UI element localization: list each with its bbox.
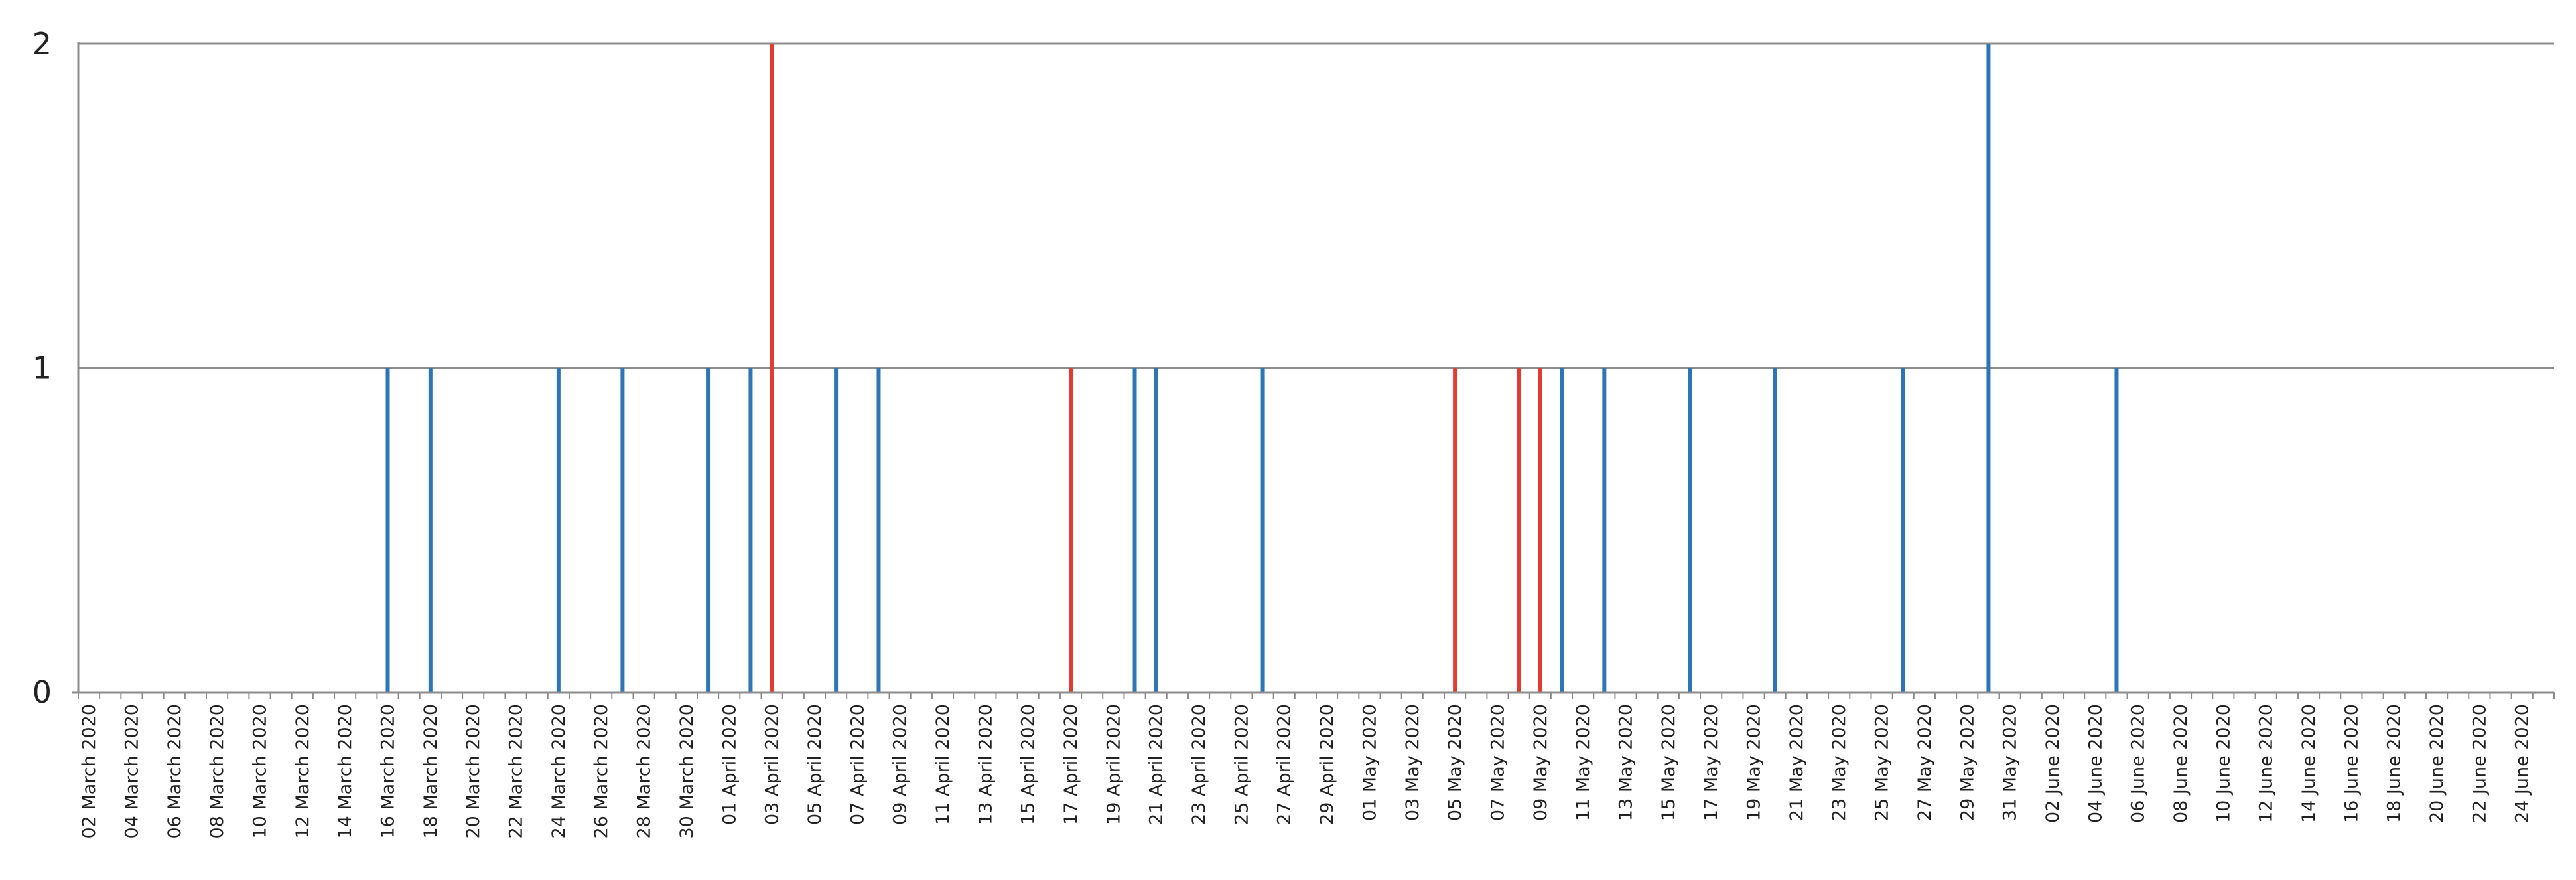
x-tick-label: 26 March 2020 — [591, 704, 612, 839]
x-tick-label: 15 May 2020 — [1659, 704, 1679, 821]
y-tick-label: 1 — [33, 350, 52, 386]
x-tick-label: 08 March 2020 — [207, 704, 228, 839]
x-tick-label: 01 April 2020 — [719, 704, 740, 825]
x-tick-label: 10 March 2020 — [249, 704, 270, 839]
y-tick-labels: 0 1 2 — [33, 26, 52, 710]
gridlines — [78, 42, 2554, 369]
x-tick-label: 21 May 2020 — [1787, 704, 1807, 821]
x-tick-label: 06 March 2020 — [165, 704, 185, 839]
x-tick-label: 13 April 2020 — [975, 704, 996, 825]
x-tick-label: 04 June 2020 — [2085, 704, 2106, 823]
x-tick-label: 17 May 2020 — [1701, 704, 1722, 821]
x-tick-label: 07 May 2020 — [1487, 704, 1508, 821]
x-tick-label: 23 May 2020 — [1829, 704, 1850, 821]
x-tick-label: 27 May 2020 — [1915, 704, 1935, 821]
y-tick-label: 0 — [33, 674, 52, 710]
x-tick-label: 12 March 2020 — [293, 704, 313, 839]
x-tick-label: 29 April 2020 — [1317, 704, 1337, 825]
x-tick-label: 09 May 2020 — [1530, 704, 1551, 821]
x-tick-label: 22 March 2020 — [506, 704, 527, 839]
x-tick-label: 20 March 2020 — [463, 704, 484, 839]
x-tick-label: 20 June 2020 — [2427, 704, 2447, 823]
x-tick-label: 18 March 2020 — [421, 704, 441, 839]
x-tick-label: 08 June 2020 — [2171, 704, 2191, 823]
x-tick-label: 02 March 2020 — [79, 704, 100, 839]
x-tick-label: 29 May 2020 — [1957, 704, 1978, 821]
x-tick-label: 24 March 2020 — [549, 704, 569, 839]
x-tick-label: 23 April 2020 — [1189, 704, 1209, 825]
x-tick-label: 28 March 2020 — [634, 704, 655, 839]
x-tick-label: 14 June 2020 — [2299, 704, 2319, 823]
bars — [385, 44, 2119, 692]
axes — [72, 42, 2555, 699]
y-tick-label: 2 — [33, 26, 52, 62]
x-tick-label: 05 May 2020 — [1445, 704, 1465, 821]
x-tick-label: 24 June 2020 — [2512, 704, 2533, 823]
x-tick-label: 07 April 2020 — [847, 704, 868, 825]
x-tick-label: 25 May 2020 — [1872, 704, 1893, 821]
x-tick-label: 19 April 2020 — [1103, 704, 1124, 825]
x-tick-label: 18 June 2020 — [2384, 704, 2405, 823]
x-tick-label: 17 April 2020 — [1061, 704, 1081, 825]
x-tick-label: 03 May 2020 — [1402, 704, 1423, 821]
x-tick-label: 09 April 2020 — [890, 704, 911, 825]
x-tick-label: 04 March 2020 — [121, 704, 142, 839]
x-tick-label: 25 April 2020 — [1231, 704, 1252, 825]
x-tick-label: 15 April 2020 — [1018, 704, 1039, 825]
x-tick-label: 01 May 2020 — [1359, 704, 1380, 821]
x-tick-label: 06 June 2020 — [2128, 704, 2149, 823]
x-tick-label: 31 May 2020 — [2000, 704, 2021, 821]
x-tick-label: 16 March 2020 — [378, 704, 399, 839]
x-tick-label: 21 April 2020 — [1146, 704, 1167, 825]
x-tick-label: 30 March 2020 — [677, 704, 697, 839]
x-tick-label: 14 March 2020 — [335, 704, 356, 839]
x-tick-label: 27 April 2020 — [1274, 704, 1295, 825]
x-tick-label: 05 April 2020 — [805, 704, 825, 825]
x-tick-label: 12 June 2020 — [2256, 704, 2277, 823]
x-tick-label: 02 June 2020 — [2043, 704, 2063, 823]
x-tick-label: 10 June 2020 — [2213, 704, 2234, 823]
x-tick-label: 22 June 2020 — [2469, 704, 2490, 823]
x-tick-label: 13 May 2020 — [1616, 704, 1637, 821]
x-tick-label: 11 May 2020 — [1573, 704, 1593, 821]
x-tick-label: 16 June 2020 — [2341, 704, 2362, 823]
x-tick-labels: 02 March 2020 04 March 2020 06 March 2020 0… — [79, 704, 2533, 839]
x-tick-label: 19 May 2020 — [1744, 704, 1765, 821]
x-tick-label: 11 April 2020 — [933, 704, 953, 825]
x-tick-label: 03 April 2020 — [762, 704, 783, 825]
